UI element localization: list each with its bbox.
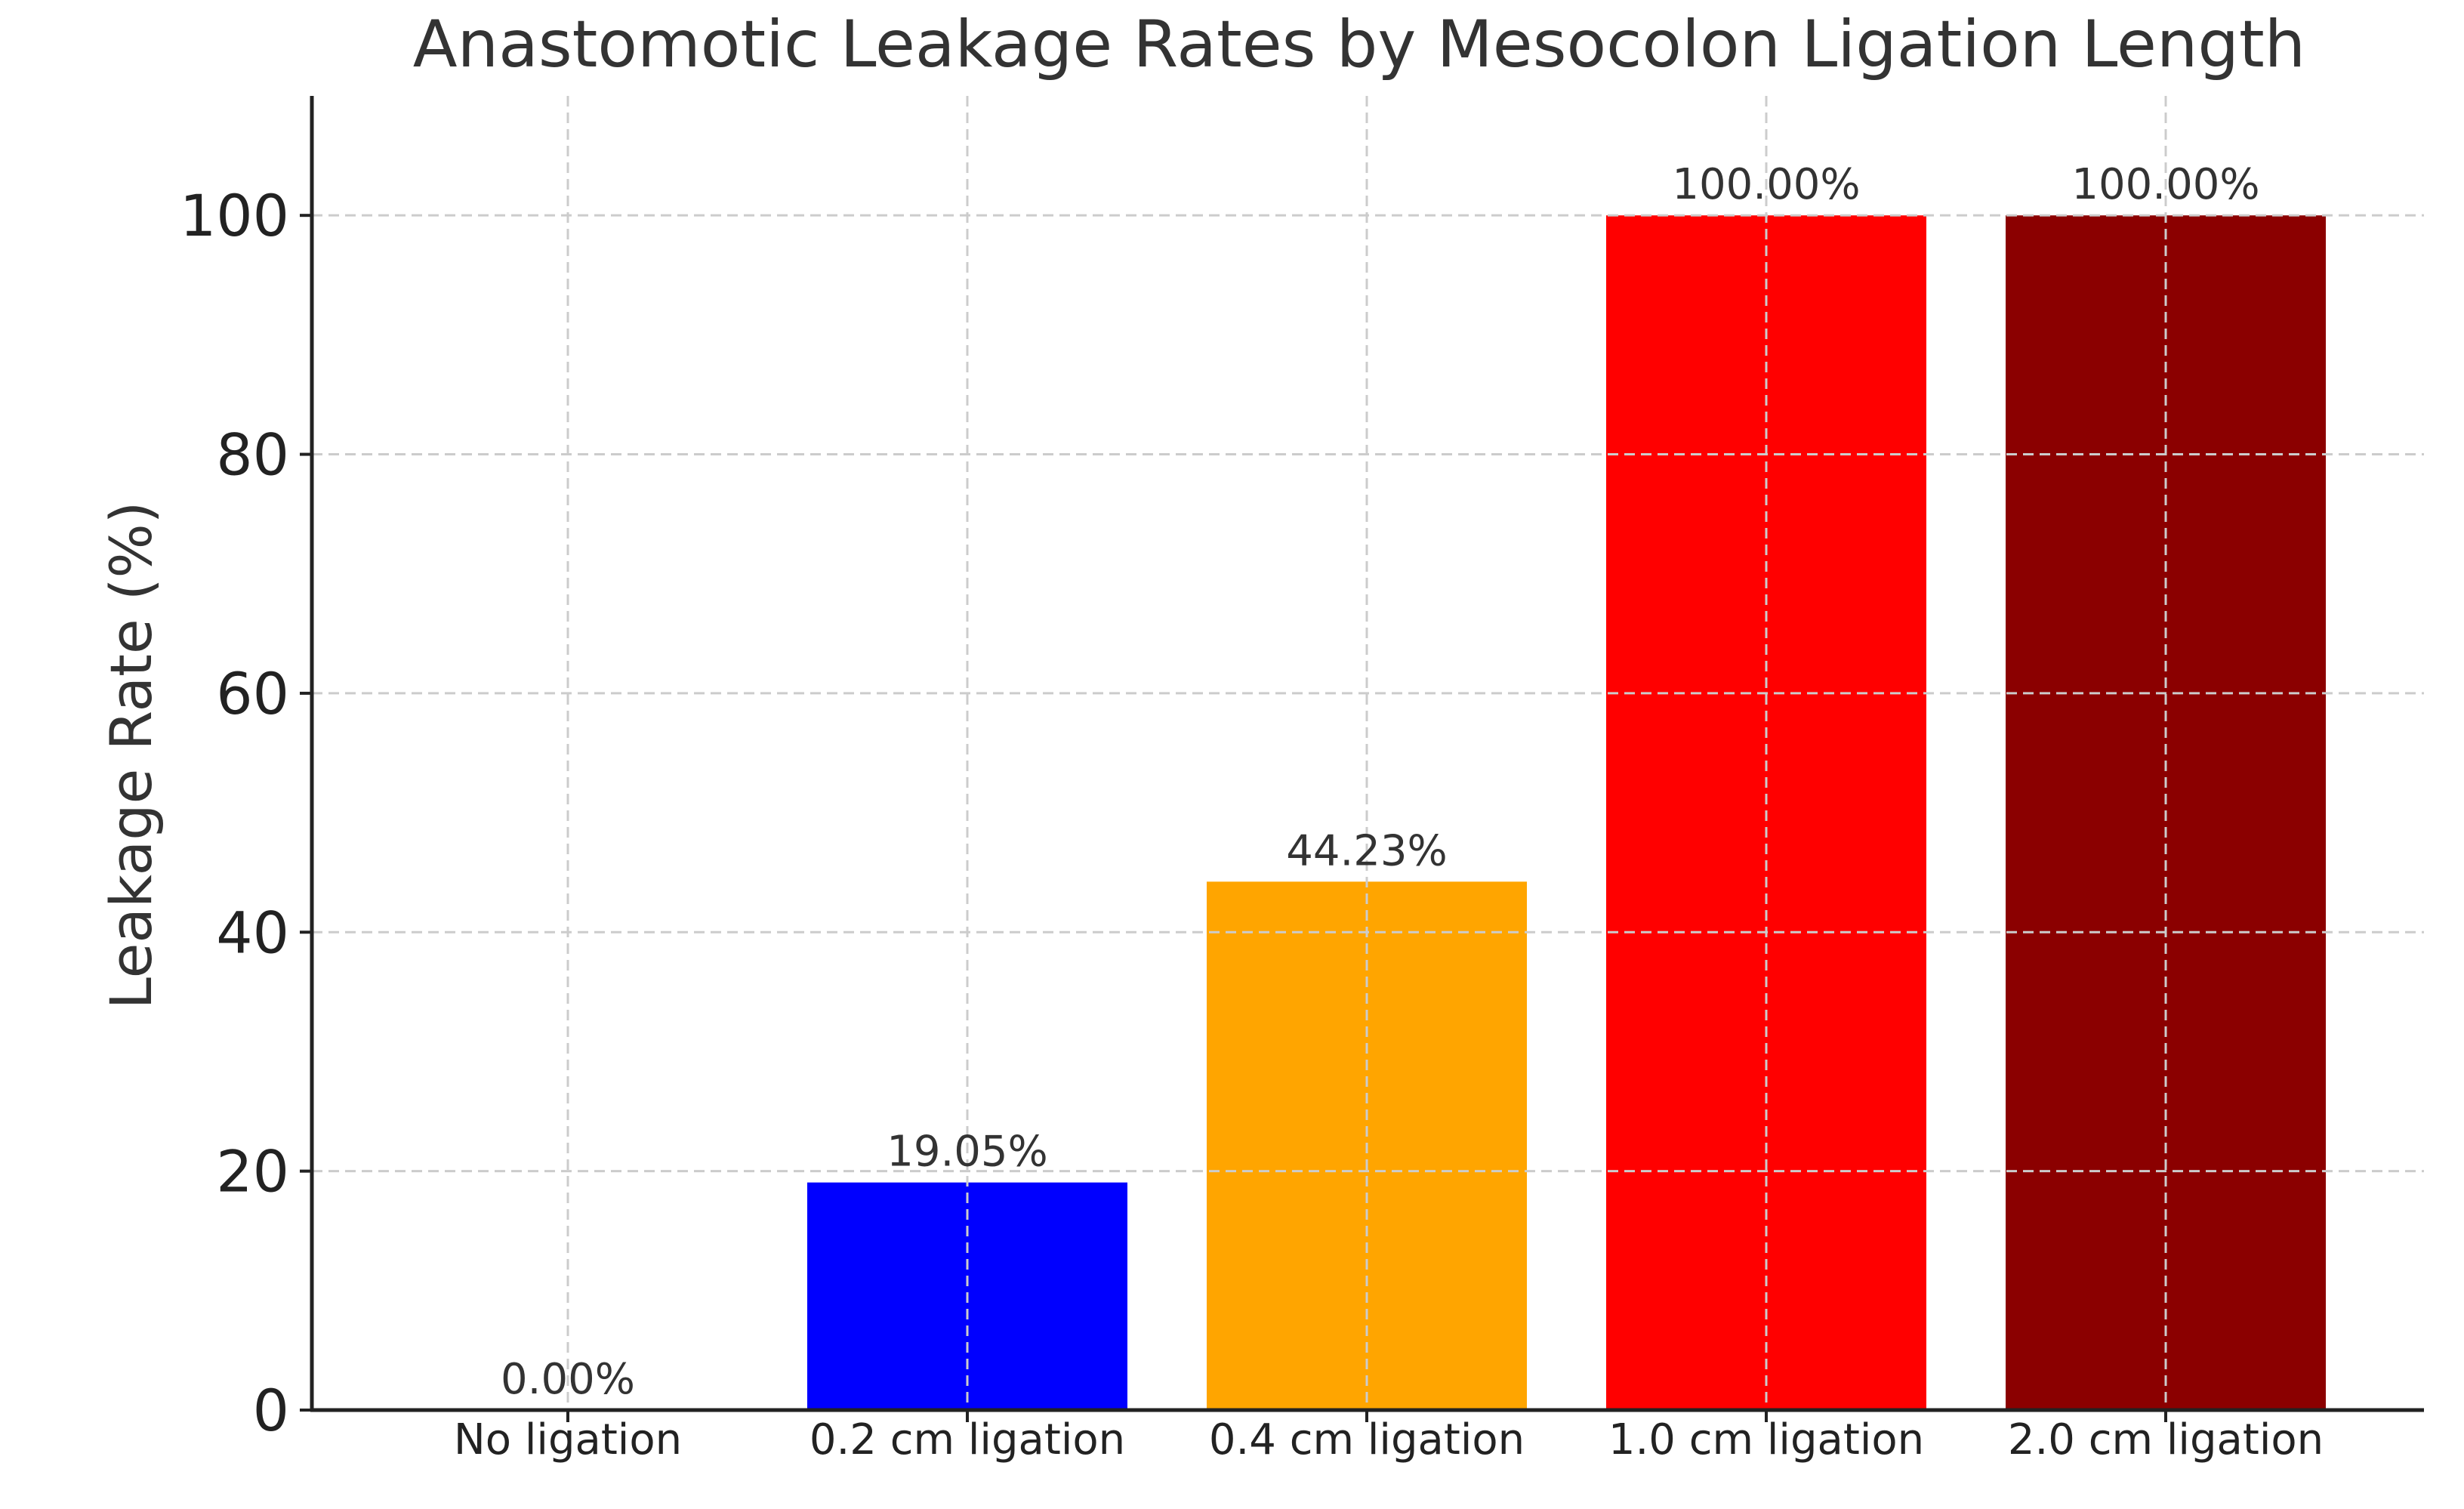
x-tick-label-1: 0.2 cm ligation [810, 1415, 1125, 1464]
y-tick-label-1: 20 [216, 1138, 289, 1205]
data-label-4: 100.00% [2071, 160, 2259, 209]
bars [807, 215, 2326, 1410]
x-tick-label-3: 1.0 cm ligation [1608, 1415, 1924, 1464]
data-label-0: 0.00% [501, 1355, 635, 1404]
y-tick-label-0: 0 [253, 1377, 289, 1444]
chart-title: Anastomotic Leakage Rates by Mesocolon L… [413, 7, 2305, 82]
data-label-3: 100.00% [1672, 160, 1860, 209]
x-tick-label-2: 0.4 cm ligation [1209, 1415, 1525, 1464]
y-tick-label-2: 40 [216, 899, 289, 966]
y-tick-label-4: 80 [216, 421, 289, 489]
y-tick-label-3: 60 [216, 660, 289, 727]
y-tick-label-5: 100 [180, 182, 289, 249]
labels: 0 20 40 60 80 100 No ligation 0.2 cm ligation 0.… [180, 160, 2324, 1464]
x-tick-label-0: No ligation [454, 1415, 682, 1464]
y-axis-label: Leakage Rate (%) [97, 501, 165, 1010]
axes [300, 96, 2424, 1422]
x-tick-label-4: 2.0 cm ligation [2008, 1415, 2324, 1464]
data-label-1: 19.05% [887, 1128, 1048, 1177]
data-label-2: 44.23% [1286, 826, 1448, 875]
